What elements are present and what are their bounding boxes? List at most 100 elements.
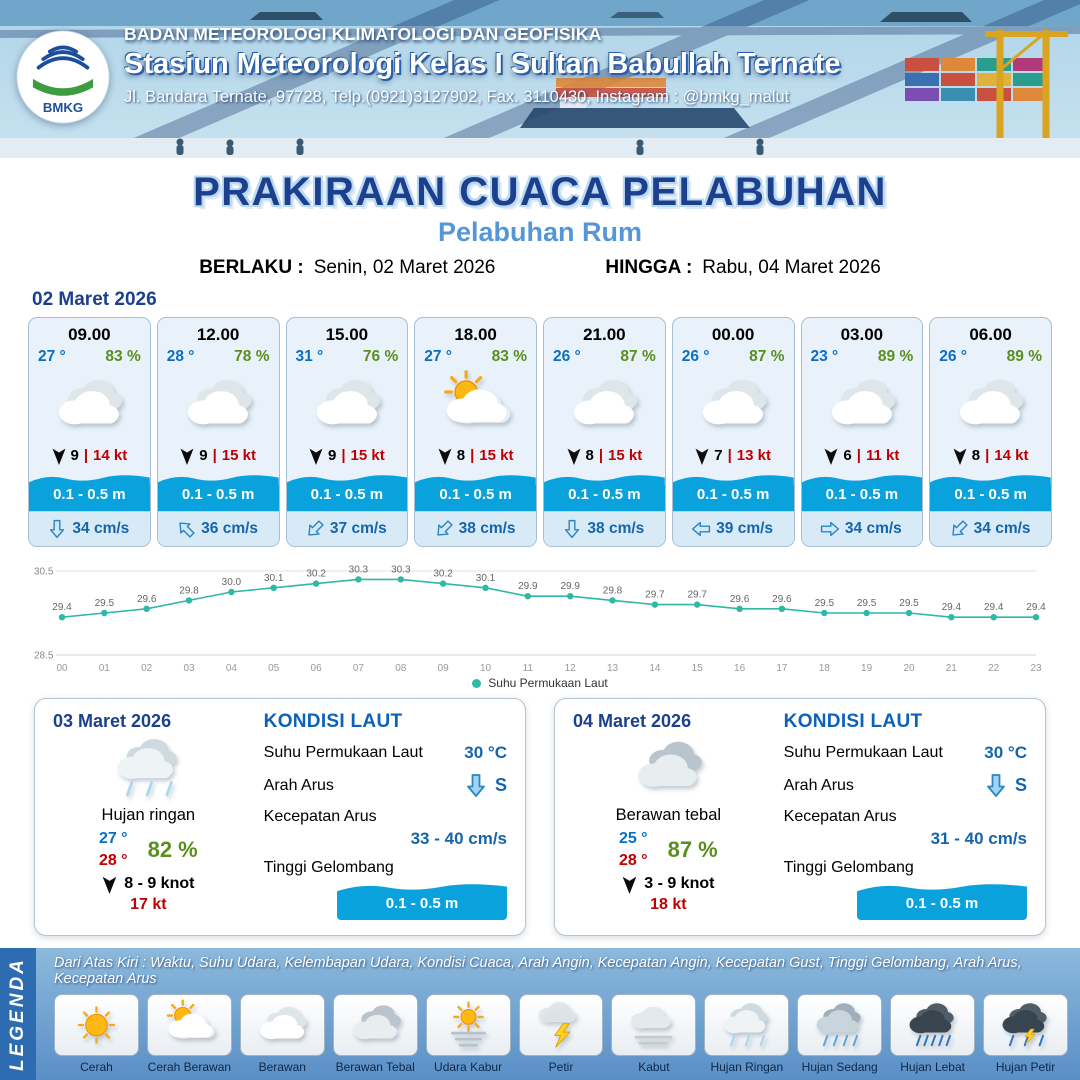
direction-letter: S bbox=[494, 775, 507, 795]
svg-text:00: 00 bbox=[56, 663, 68, 673]
sea-conditions-title: KONDISI LAUT bbox=[783, 711, 923, 732]
svg-text:12: 12 bbox=[565, 663, 577, 673]
hourly-card-5: 00.00 26 ° 87 % 7 | 13 kt bbox=[671, 317, 795, 547]
svg-text:29.6: 29.6 bbox=[730, 594, 750, 605]
time-label: 06.00 bbox=[969, 325, 1012, 344]
hingga-label: HINGGA : bbox=[605, 257, 693, 278]
current-row: 34 cm/s bbox=[29, 511, 150, 546]
sst-row: Suhu Permukaan Laut 30 °C bbox=[784, 743, 1027, 763]
gust-value: 15 kt bbox=[608, 447, 643, 464]
wave-height-label: Tinggi Gelombang bbox=[783, 859, 914, 876]
legend-marker-icon bbox=[472, 678, 482, 688]
daily-temp-column: 25 ° 28 ° bbox=[619, 828, 648, 871]
hourly-card-2: 15.00 31 ° 76 % 9 | 15 kt bbox=[285, 317, 409, 547]
daily-gust-value: 18 kt bbox=[650, 896, 687, 914]
port-name: Pelabuhan Rum bbox=[437, 217, 643, 247]
people-silhouettes bbox=[176, 138, 764, 155]
current-speed-value: 34 cm/s bbox=[72, 520, 130, 537]
temperature-value: 26 ° bbox=[681, 348, 710, 365]
legend-item-2: Berawan bbox=[239, 994, 325, 1074]
svg-text:02: 02 bbox=[141, 663, 153, 673]
temp-humidity-row: 23 ° 89 % bbox=[802, 348, 923, 366]
svg-text:14: 14 bbox=[649, 663, 661, 673]
port-illustration bbox=[0, 0, 1080, 158]
temp-min-value: 25 ° bbox=[618, 830, 648, 847]
kabut-icon bbox=[611, 994, 697, 1056]
svg-text:01: 01 bbox=[99, 663, 111, 673]
legend-item-3: Berawan Tebal bbox=[332, 994, 418, 1074]
legend-title: LEGENDA bbox=[0, 948, 36, 1080]
humidity-value: 87 % bbox=[620, 348, 656, 365]
daily-date: 04 Maret 2026 bbox=[573, 711, 692, 731]
legend-label: Hujan Lebat bbox=[900, 1060, 965, 1074]
direction-letter: S bbox=[1014, 775, 1027, 795]
time-label: 00.00 bbox=[711, 325, 755, 344]
svg-text:29.9: 29.9 bbox=[518, 581, 538, 592]
wind-row: 8 | 14 kt bbox=[930, 444, 1051, 472]
time-label: 18.00 bbox=[454, 325, 497, 344]
wave-shape bbox=[857, 884, 1027, 894]
wave-height-value: 0.1 - 0.5 m bbox=[672, 485, 794, 511]
hingga-value: Rabu, 04 Maret 2026 bbox=[702, 257, 881, 278]
wave-height-value: 0.1 - 0.5 m bbox=[29, 485, 150, 511]
current-row: 37 cm/s bbox=[286, 511, 408, 546]
wind-row: 8 | 15 kt bbox=[415, 444, 536, 472]
time-label: 09.00 bbox=[68, 325, 111, 344]
forecast-date: 02 Maret 2026 bbox=[32, 289, 157, 310]
temp-humidity-row: 31 ° 76 % bbox=[287, 348, 408, 366]
current-direction-label: Arah Arus bbox=[783, 776, 854, 794]
current-speed-value: 34 cm/s bbox=[844, 520, 902, 537]
legend-item-4: Udara Kabur bbox=[425, 994, 511, 1074]
legend-label: Hujan Sedang bbox=[801, 1060, 878, 1074]
berlaku-label: BERLAKU : bbox=[199, 257, 304, 278]
svg-text:20: 20 bbox=[903, 663, 915, 673]
legend-items: Cerah Cerah Berawan Berawan Berawan Teba… bbox=[46, 987, 1080, 1074]
svg-text:30.2: 30.2 bbox=[306, 569, 326, 580]
daily-summary: 04 Maret 2026 Berawan tebal 25 ° 28 ° 87… bbox=[573, 711, 764, 923]
separator: | bbox=[83, 447, 89, 464]
wind-speed-value: 9 bbox=[70, 447, 79, 464]
wind-direction-icon bbox=[52, 446, 66, 465]
time-label: 21.00 bbox=[583, 325, 626, 344]
hourly-card-7: 06.00 26 ° 89 % 8 | 14 kt bbox=[929, 317, 1052, 547]
hujan-ringan-icon bbox=[90, 732, 206, 804]
gust-value: 13 kt bbox=[736, 447, 771, 464]
wave-height-value: 0.1 - 0.5 m bbox=[857, 894, 1027, 920]
temperature-value: 26 ° bbox=[939, 348, 967, 365]
current-speed-value: 39 cm/s bbox=[716, 520, 774, 537]
daily-condition: Berawan tebal bbox=[615, 806, 722, 824]
svg-text:10: 10 bbox=[480, 663, 492, 673]
gust-value: 14 kt bbox=[994, 447, 1029, 464]
wave-shape bbox=[337, 884, 507, 894]
current-speed-value: 38 cm/s bbox=[587, 520, 645, 537]
svg-text:15: 15 bbox=[692, 663, 704, 673]
current-row: 36 cm/s bbox=[157, 511, 279, 546]
title-block: PRAKIRAAN CUACA PELABUHAN Pelabuhan Rum … bbox=[0, 158, 1080, 279]
wind-speed-value: 8 bbox=[456, 447, 466, 464]
svg-text:19: 19 bbox=[861, 663, 873, 673]
svg-text:29.6: 29.6 bbox=[772, 594, 792, 605]
current-direction-icon bbox=[49, 519, 65, 539]
current-direction-icon bbox=[691, 521, 711, 537]
svg-text:30.1: 30.1 bbox=[476, 573, 496, 584]
wave-height-row: Tinggi Gelombang bbox=[264, 859, 507, 877]
svg-text:22: 22 bbox=[988, 663, 1000, 673]
sst-label: Suhu Permukaan Laut bbox=[783, 744, 943, 761]
ship-silhouettes bbox=[250, 12, 972, 22]
svg-text:07: 07 bbox=[353, 663, 365, 673]
svg-text:29.5: 29.5 bbox=[899, 598, 919, 609]
svg-text:21: 21 bbox=[946, 663, 958, 673]
station-name: Stasiun Meteorologi Kelas I Sultan Babul… bbox=[124, 48, 841, 80]
temp-humidity-row: 26 ° 89 % bbox=[930, 348, 1051, 366]
temperature-value: 23 ° bbox=[810, 348, 839, 365]
temperature-value: 27 ° bbox=[424, 348, 452, 365]
bmkg-logo: BMKG bbox=[16, 30, 110, 124]
wind-row: 7 | 13 kt bbox=[673, 444, 794, 472]
page-title: PRAKIRAAN CUACA PELABUHAN bbox=[193, 170, 887, 214]
daily-humidity-value: 82 % bbox=[147, 836, 198, 862]
temp-humidity-row: 27 ° 83 % bbox=[415, 348, 536, 366]
current-direction-row: Arah Arus S bbox=[264, 773, 507, 798]
current-direction-value: S bbox=[466, 773, 507, 798]
svg-text:29.4: 29.4 bbox=[52, 602, 72, 613]
